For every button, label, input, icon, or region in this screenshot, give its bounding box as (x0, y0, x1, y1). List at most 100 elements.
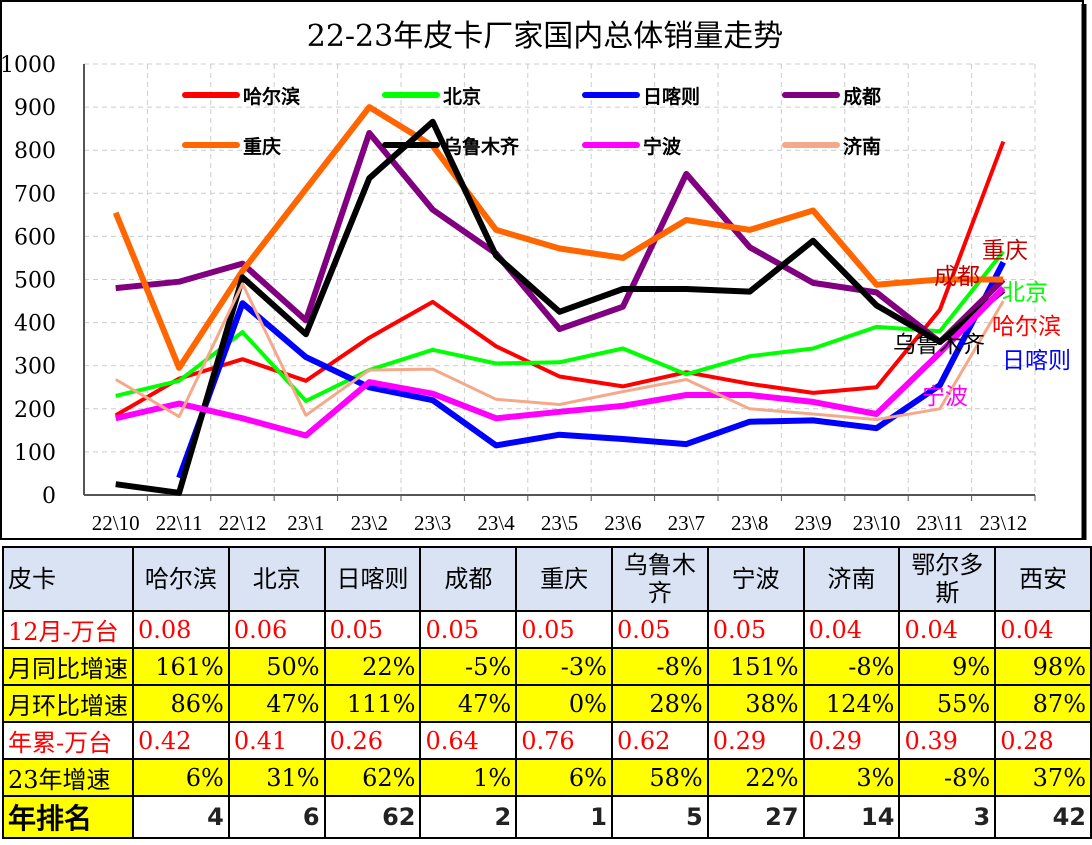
table-cell: 0.62 (610, 721, 709, 760)
x-tick-label: 23\3 (414, 511, 451, 535)
x-tick-label: 23\10 (853, 511, 901, 535)
row-label: 年排名 (2, 795, 134, 839)
column-header: 济南 (802, 546, 901, 612)
table-cell: 0.42 (132, 721, 230, 760)
table-cell: 28% (610, 684, 709, 723)
series-line-1 (115, 250, 1005, 403)
table-cell: 47% (419, 684, 518, 723)
table-cell: 0.04 (994, 610, 1092, 649)
table-cell: -3% (515, 647, 613, 686)
x-tick-label: 23\5 (541, 511, 578, 535)
y-tick-label: 200 (14, 398, 56, 423)
y-tick-label: 700 (14, 182, 56, 207)
row-label: 23年增速 (2, 758, 134, 797)
table-cell: 6% (515, 758, 613, 797)
row-label: 月同比增速 (2, 647, 134, 686)
column-header: 重庆 (515, 546, 613, 612)
table-cell: 0.39 (898, 721, 997, 760)
x-tick-label: 23\12 (979, 511, 1027, 535)
table-cell: -8% (610, 647, 709, 686)
table-cell: 87% (994, 684, 1092, 723)
table-cell: 47% (227, 684, 326, 723)
table-cell: 0.28 (994, 721, 1092, 760)
series-line-5 (115, 118, 1006, 496)
table-cell: 0.05 (706, 610, 805, 649)
row-label: 月环比增速 (2, 684, 134, 723)
table-cell: 0.76 (515, 721, 613, 760)
series-line-2 (176, 260, 1006, 479)
table-row: 23年增速 6% 31% 62% 1% 6% 58% 22% 3% -8% 37% (2, 758, 1092, 797)
row-label: 12月-万台 (2, 610, 134, 649)
table-cell: 86% (132, 684, 230, 723)
y-tick-label: 400 (14, 312, 56, 337)
table-cell: 4 (132, 795, 230, 839)
table-cell: 111% (323, 684, 422, 723)
table-cell: 3 (898, 795, 997, 839)
y-tick-label: 500 (14, 269, 56, 294)
x-tick-label: 23\6 (604, 511, 641, 535)
y-tick-label: 600 (14, 225, 56, 250)
table-cell: 0.06 (227, 610, 326, 649)
y-tick-label: 100 (14, 441, 56, 466)
table-cell: 0.08 (132, 610, 230, 649)
table-cell: 0.41 (227, 721, 326, 760)
chart-title: 22-23年皮卡厂家国内总体销量走势 (307, 19, 783, 54)
legend-label: 北京 (443, 85, 481, 108)
y-tick-label: 0 (42, 484, 56, 509)
table-cell: 0.05 (515, 610, 613, 649)
column-header: 乌鲁木齐 (610, 546, 709, 612)
table-header: 皮卡 哈尔滨 北京 日喀则 成都 重庆 乌鲁木齐 宁波 济南 鄂尔多斯 西安 (2, 546, 1092, 612)
table-cell: 151% (706, 647, 805, 686)
series-line-7 (114, 282, 1005, 422)
table-cell: -8% (898, 758, 997, 797)
x-tick-label: 23\8 (731, 511, 768, 535)
table-cell: 62% (323, 758, 422, 797)
table-cell: 42 (994, 795, 1092, 839)
table-cell: 62 (323, 795, 422, 839)
series-line-6 (115, 286, 1006, 439)
table-cell: 124% (802, 684, 901, 723)
end-label: 乌鲁木齐 (893, 332, 985, 358)
column-header: 鄂尔多斯 (898, 546, 997, 612)
legend-label: 成都 (843, 85, 881, 108)
legend-label: 宁波 (643, 135, 682, 158)
column-header: 日喀则 (323, 546, 422, 612)
table-cell: 98% (994, 647, 1092, 686)
table-cell: 38% (706, 684, 805, 723)
x-tick-label: 23\7 (668, 511, 705, 535)
table-cell: 1% (419, 758, 518, 797)
table-cell: -8% (802, 647, 901, 686)
table-cell: 0.26 (323, 721, 422, 760)
end-label: 北京 (1002, 280, 1048, 306)
table-row: 年累-万台 0.42 0.41 0.26 0.64 0.76 0.62 0.29 0.29 0.3… (2, 721, 1092, 760)
table-cell: 31% (227, 758, 326, 797)
column-header: 成都 (419, 546, 518, 612)
x-tick-label: 23\1 (287, 511, 324, 535)
end-label: 宁波 (922, 384, 968, 410)
table-row: 12月-万台 0.08 0.06 0.05 0.05 0.05 0.05 0.05 0.04 0.… (2, 610, 1092, 649)
table-row: 月同比增速 161% 50% 22% -5% -3% -8% 151% -8% 9% 98% (2, 647, 1092, 686)
table-cell: 6% (132, 758, 230, 797)
table-cell: 22% (706, 758, 805, 797)
table-cell: 0.05 (610, 610, 709, 649)
table-cell: 6 (227, 795, 326, 839)
column-header: 哈尔滨 (132, 546, 230, 612)
table-cell: 5 (610, 795, 709, 839)
end-label: 重庆 (982, 238, 1028, 264)
x-tick-label: 22\12 (219, 511, 267, 535)
column-header: 北京 (227, 546, 326, 612)
table-cell: 0.29 (706, 721, 805, 760)
row-label: 年累-万台 (2, 721, 134, 760)
x-tick-label: 23\9 (794, 511, 831, 535)
table-cell: 9% (898, 647, 997, 686)
legend-label: 哈尔滨 (243, 85, 300, 108)
end-label: 哈尔滨 (992, 314, 1061, 340)
legend-label: 日喀则 (643, 85, 700, 108)
y-tick-label: 1000 (0, 53, 56, 78)
x-tick-label: 23\11 (916, 511, 963, 535)
table-cell: 2 (419, 795, 518, 839)
table-cell: 0.04 (898, 610, 997, 649)
table-cell: 0% (515, 684, 613, 723)
sales-trend-chart: 22-23年皮卡厂家国内总体销量走势 0 100 200 300 400 500 600 70… (0, 0, 1087, 540)
table-cell: 0.04 (802, 610, 901, 649)
